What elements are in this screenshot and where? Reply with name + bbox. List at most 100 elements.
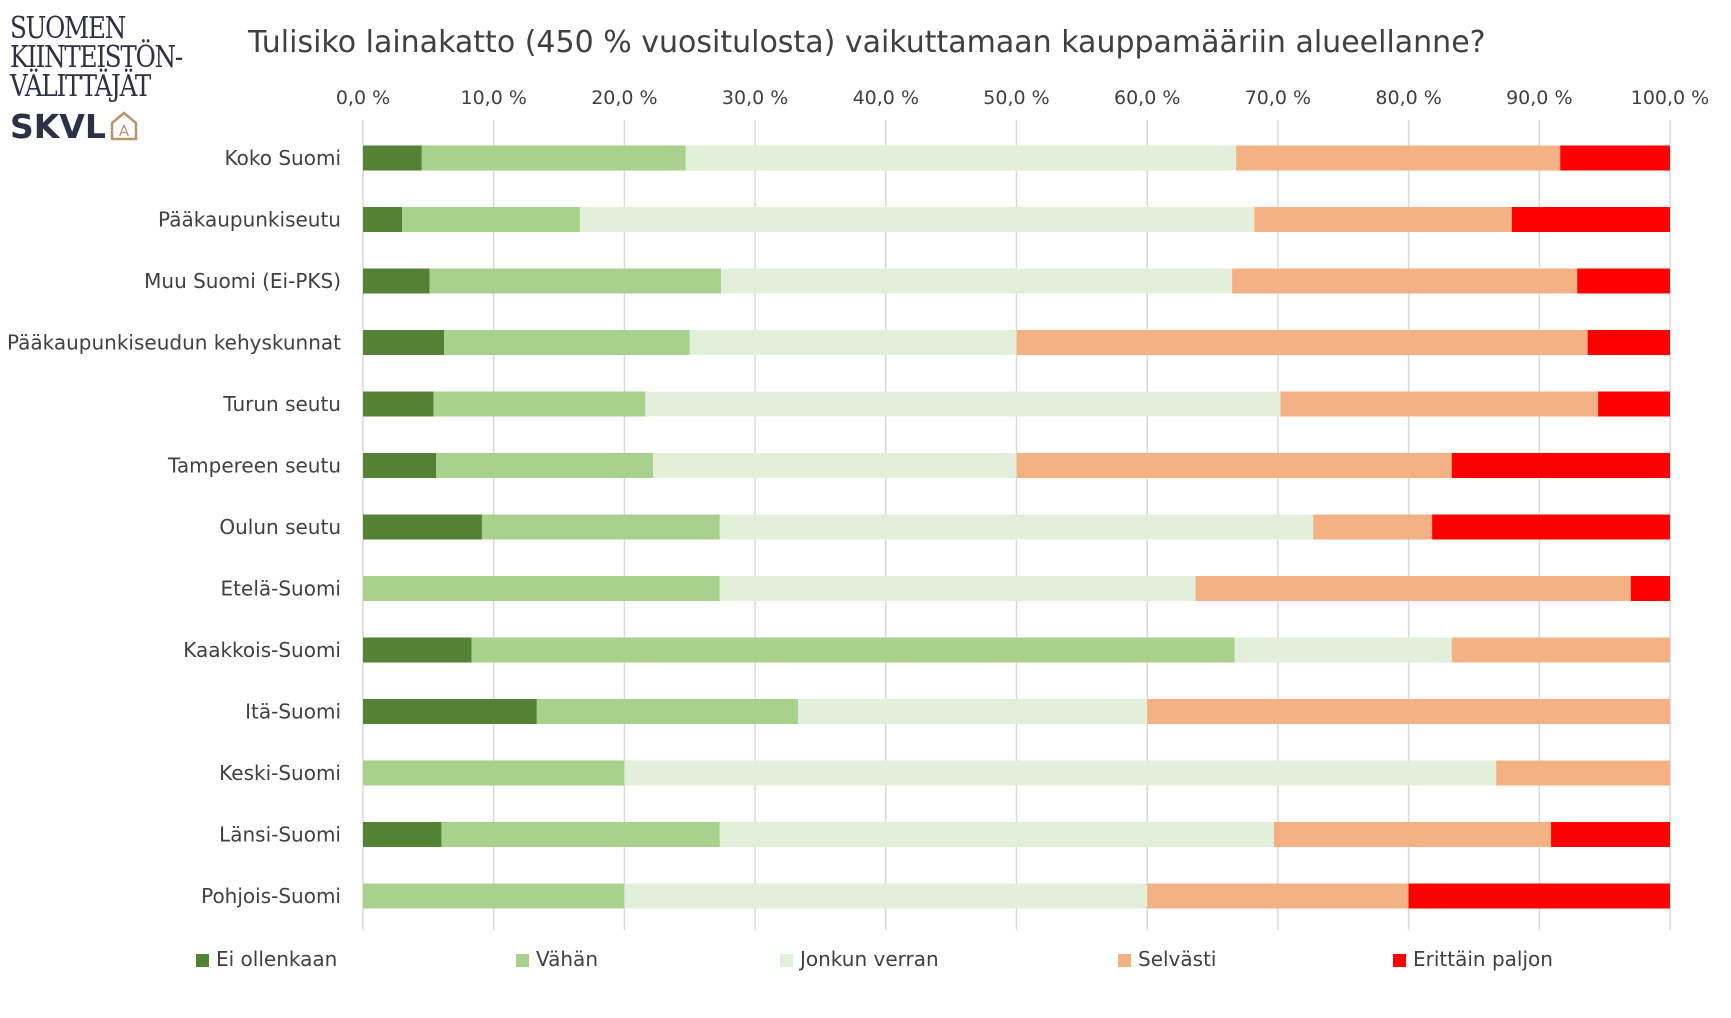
- bar-segment: [1147, 883, 1409, 909]
- logo-brand: SKVL A: [10, 106, 138, 146]
- bar-segment: [1432, 514, 1670, 540]
- legend-swatch: [1393, 954, 1406, 967]
- category-label: Turun seutu: [222, 392, 341, 416]
- x-tick-label: 40,0 %: [853, 87, 919, 109]
- bar-segment: [363, 453, 437, 478]
- bar-segment: [1195, 576, 1631, 601]
- x-tick-label: 90,0 %: [1506, 87, 1572, 109]
- bar-segment: [579, 207, 1255, 232]
- logo-brand-text: SKVL: [10, 106, 106, 146]
- bar-segment: [363, 391, 434, 417]
- category-label: Muu Suomi (Ei-PKS): [144, 269, 341, 293]
- x-tick-label: 60,0 %: [1114, 87, 1180, 109]
- legend-swatch: [780, 954, 793, 967]
- bar-segment: [363, 207, 403, 232]
- x-tick-label: 0,0 %: [336, 87, 390, 109]
- bar-segment: [1016, 330, 1588, 355]
- bar-segment: [624, 883, 1148, 909]
- category-label: Koko Suomi: [225, 146, 341, 170]
- bar-segment: [421, 145, 686, 171]
- category-label: Oulun seutu: [219, 515, 341, 539]
- legend-label: Jonkun verran: [798, 947, 939, 971]
- category-label: Itä-Suomi: [245, 700, 341, 724]
- bar-segment: [1511, 207, 1670, 232]
- logo-line-1: SUOMEN: [10, 11, 126, 46]
- bar-segment: [1236, 145, 1561, 171]
- bar-segment: [441, 822, 720, 847]
- category-label: Kaakkois-Suomi: [183, 638, 341, 662]
- category-label: Tampereen seutu: [167, 454, 341, 478]
- category-label: Keski-Suomi: [219, 761, 341, 785]
- skvl-logo: SUOMEN KIINTEISTÖN- VÄLITTÄJÄT SKVL A: [10, 11, 240, 146]
- bar-segment: [719, 822, 1274, 847]
- chart-legend: Ei ollenkaan Vähän Jonkun verran Selvästi Er…: [196, 947, 1553, 971]
- svg-text:A: A: [119, 122, 130, 140]
- bar-segment: [536, 699, 799, 724]
- bar-segment: [363, 883, 625, 909]
- bar-segment: [1408, 883, 1670, 909]
- legend-swatch: [1118, 954, 1131, 967]
- category-label: Länsi-Suomi: [219, 823, 341, 847]
- chart-bars: [363, 145, 1670, 909]
- legend-swatch: [516, 954, 529, 967]
- bar-segment: [1273, 822, 1552, 847]
- bar-segment: [1451, 453, 1670, 478]
- bar-segment: [1587, 330, 1670, 355]
- bar-segment: [1232, 268, 1578, 294]
- bar-segment: [363, 330, 445, 355]
- bar-segment: [433, 391, 646, 417]
- chart-title: Tulisiko lainakatto (450 % vuositulosta)…: [247, 25, 1486, 60]
- bar-segment: [719, 576, 1196, 601]
- bar-segment: [1496, 760, 1670, 786]
- bar-segment: [645, 391, 1281, 417]
- house-logo-icon: A: [110, 111, 138, 141]
- legend-label: Erittäin paljon: [1413, 947, 1553, 971]
- bar-segment: [471, 637, 1235, 663]
- bar-segment: [363, 145, 422, 171]
- bar-segment: [1147, 699, 1670, 724]
- bar-segment: [1313, 514, 1433, 540]
- bar-segment: [363, 699, 537, 724]
- bar-segment: [1280, 391, 1599, 417]
- bar-segment: [363, 760, 625, 786]
- logo-line-3: VÄLITTÄJÄT: [10, 69, 151, 104]
- bar-segment: [1630, 576, 1670, 601]
- category-label: Pääkaupunkiseudun kehyskunnat: [7, 331, 341, 355]
- bar-segment: [1254, 207, 1512, 232]
- bar-segment: [1016, 453, 1452, 478]
- legend-label: Ei ollenkaan: [216, 947, 337, 971]
- bar-segment: [721, 268, 1233, 294]
- legend-label: Vähän: [536, 947, 598, 971]
- x-tick-label: 30,0 %: [722, 87, 788, 109]
- category-label: Etelä-Suomi: [221, 577, 341, 601]
- x-tick-label: 70,0 %: [1245, 87, 1311, 109]
- logo-line-2: KIINTEISTÖN-: [10, 40, 183, 75]
- bar-segment: [1598, 391, 1670, 417]
- bar-segment: [436, 453, 654, 478]
- bar-segment: [1560, 145, 1670, 171]
- y-axis-category-labels: Koko Suomi Pääkaupunkiseutu Muu Suomi (Ei-…: [7, 146, 341, 908]
- bar-segment: [429, 268, 722, 294]
- bar-segment: [363, 268, 430, 294]
- bar-segment: [653, 453, 1017, 478]
- bar-segment: [719, 514, 1314, 540]
- bar-segment: [1451, 637, 1670, 663]
- bar-segment: [481, 514, 720, 540]
- bar-segment: [1577, 268, 1670, 294]
- bar-segment: [685, 145, 1237, 171]
- x-tick-label: 100,0 %: [1631, 87, 1710, 109]
- legend-label: Selvästi: [1138, 947, 1216, 971]
- bar-segment: [363, 576, 720, 601]
- category-label: Pohjois-Suomi: [201, 884, 341, 908]
- x-axis-tick-labels: 0,0 % 10,0 % 20,0 % 30,0 % 40,0 % 50,0 % 60,0 …: [336, 87, 1709, 109]
- bar-segment: [363, 822, 442, 847]
- bar-segment: [798, 699, 1148, 724]
- bar-segment: [363, 514, 482, 540]
- bar-segment: [402, 207, 580, 232]
- bar-segment: [1234, 637, 1452, 663]
- legend-swatch: [196, 954, 209, 967]
- category-label: Pääkaupunkiseutu: [158, 208, 341, 232]
- bar-segment: [689, 330, 1017, 355]
- x-tick-label: 80,0 %: [1375, 87, 1441, 109]
